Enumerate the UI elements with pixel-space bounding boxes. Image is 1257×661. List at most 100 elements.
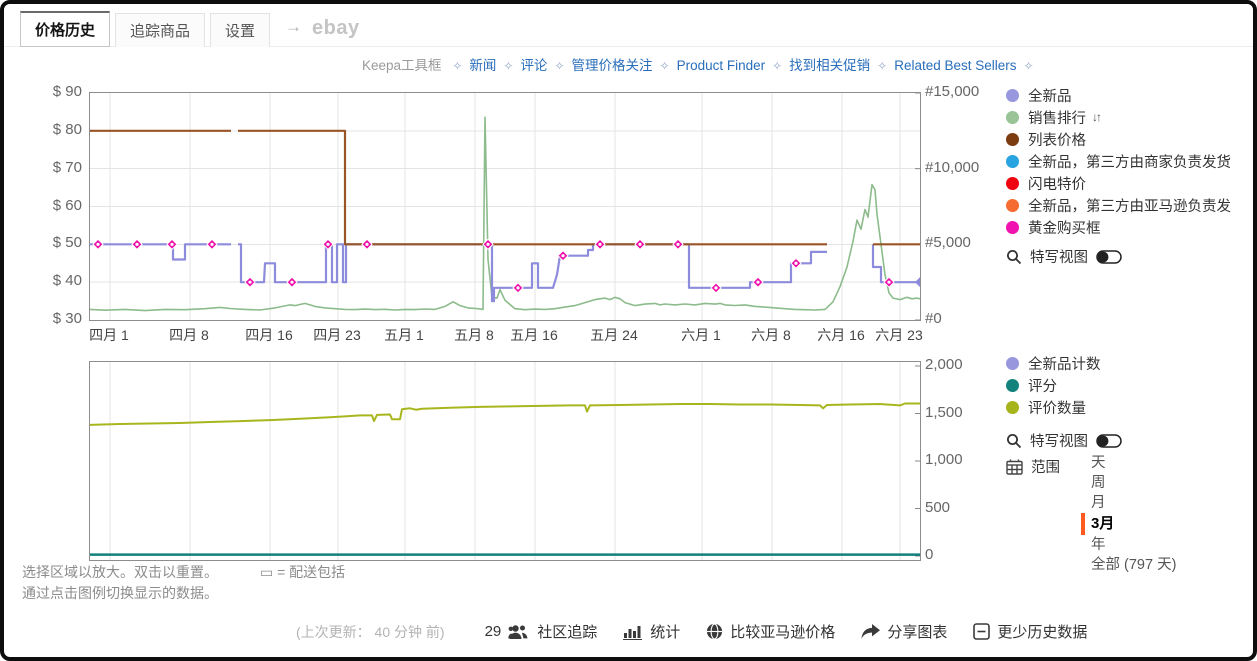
series-销售排行 xyxy=(89,116,921,312)
range-option-3[interactable]: 3月 xyxy=(1081,513,1176,535)
nav-separator-icon: ✧ xyxy=(452,59,463,73)
legend-label: 全新品 xyxy=(1028,88,1072,105)
price-axis-tick: $ 80 xyxy=(52,120,82,138)
compare-amazon-price-button[interactable]: 比较亚马逊价格 xyxy=(706,621,835,642)
count-axis-tick: 1,000 xyxy=(925,451,963,468)
closeup-toggle-rating[interactable]: 特写视图 xyxy=(1006,430,1122,451)
rating-review-plot[interactable] xyxy=(89,362,920,560)
nav-link-2[interactable]: 管理价格关注 xyxy=(571,58,653,73)
tab-price-history[interactable]: 价格历史 xyxy=(20,11,111,47)
bar-chart-icon xyxy=(623,625,643,640)
count-axis-tick: 500 xyxy=(925,498,951,516)
less-history-button[interactable]: 更少历史数据 xyxy=(973,621,1087,642)
legend-dot-icon xyxy=(1006,132,1019,146)
closeup-label: 特写视图 xyxy=(1030,434,1088,450)
hint-zoom-text: 选择区域以放大。双击以重置。 xyxy=(22,564,218,580)
price-legend-item-6[interactable]: 黄金购买框 xyxy=(1006,216,1231,238)
nav-link-3[interactable]: Product Finder xyxy=(676,58,766,73)
date-axis-tick: 五月 1 xyxy=(384,327,424,343)
legend-dot-icon xyxy=(1006,88,1019,102)
price-axis-tick: $ 60 xyxy=(52,196,82,214)
tab-settings[interactable]: 设置 xyxy=(210,13,271,47)
legend-label: 闪电特价 xyxy=(1028,176,1086,193)
range-row: 范围 xyxy=(1006,456,1060,477)
rating-legend-item-1[interactable]: 评分 xyxy=(1006,374,1101,396)
date-axis-tick: 四月 8 xyxy=(169,327,209,343)
date-axis-tick: 四月 1 xyxy=(89,327,129,343)
share-arrow-icon xyxy=(861,623,881,639)
rating-legend: 全新品计数评分评价数量 xyxy=(1006,352,1101,418)
date-axis-tick: 六月 16 xyxy=(817,327,865,343)
price-history-chart[interactable] xyxy=(89,92,925,321)
nav-separator-icon: ✧ xyxy=(877,59,888,73)
nav-link-1[interactable]: 评论 xyxy=(520,58,548,73)
community-tracking-button[interactable]: 29 社区追踪 xyxy=(485,621,598,642)
range-options: 天周月 3月年全部 (797 天) xyxy=(1081,453,1176,575)
tab-bar: 价格历史 追踪商品 设置 → ebay xyxy=(4,4,1253,47)
globe-icon xyxy=(707,623,723,640)
nav-separator-icon: ✧ xyxy=(554,59,565,73)
date-axis-tick: 五月 24 xyxy=(590,327,638,343)
rank-axis-tick: #5,000 xyxy=(925,234,971,252)
rating-legend-item-2[interactable]: 评价数量 xyxy=(1006,396,1101,418)
rank-axis-tick: #15,000 xyxy=(925,83,980,100)
nav-link-0[interactable]: 新闻 xyxy=(469,58,497,73)
last-updated-text: (上次更新： 40 分钟 前) xyxy=(296,623,445,640)
closeup-toggle-price[interactable]: 特写视图 xyxy=(1006,246,1122,267)
count-axis-tick: 0 xyxy=(925,546,934,563)
legend-label: 全新品，第三方由亚马逊负责发 xyxy=(1028,198,1231,215)
price-axis-tick: $ 50 xyxy=(52,234,82,252)
top-nav: Keepa工具框 ✧ 新闻 ✧ 评论 ✧ 管理价格关注 ✧ Product Finder ✧ 找到… xyxy=(362,54,1041,74)
hint-toggle: 通过点击图例切换显示的数据。 xyxy=(22,585,218,601)
date-axis-tick: 六月 23 xyxy=(875,327,923,343)
range-option-5[interactable]: 全部 (797 天) xyxy=(1091,557,1177,573)
range-option-0[interactable]: 天 xyxy=(1091,455,1106,471)
magnifier-icon xyxy=(1007,433,1022,448)
series-列表价格 xyxy=(90,129,920,246)
sort-icon[interactable]: ↓↑ xyxy=(1092,110,1102,124)
date-axis-tick: 四月 16 xyxy=(245,327,293,343)
price-legend-item-4[interactable]: 闪电特价 xyxy=(1006,172,1231,194)
legend-label: 全新品计数 xyxy=(1028,356,1101,373)
price-legend-item-5[interactable]: 全新品，第三方由亚马逊负责发 xyxy=(1006,194,1231,216)
rating-legend-item-0[interactable]: 全新品计数 xyxy=(1006,352,1101,374)
people-icon xyxy=(508,624,528,639)
range-option-2[interactable]: 月 xyxy=(1091,495,1106,511)
range-option-1[interactable]: 周 xyxy=(1091,475,1106,491)
legend-label: 评分 xyxy=(1028,378,1057,395)
price-axis-tick: $ 90 xyxy=(52,83,82,100)
price-legend-item-0[interactable]: 全新品 xyxy=(1006,84,1231,106)
arrow-right-icon: → xyxy=(285,17,303,36)
date-axis-tick: 五月 8 xyxy=(454,327,494,343)
legend-dot-icon xyxy=(1006,198,1019,212)
date-axis-tick: 五月 16 xyxy=(510,327,558,343)
legend-dot-icon xyxy=(1006,356,1019,370)
legend-label: 销售排行 xyxy=(1028,110,1086,127)
range-option-4[interactable]: 年 xyxy=(1091,537,1106,553)
legend-label: 评价数量 xyxy=(1028,400,1086,417)
toggle-switch-icon[interactable] xyxy=(1096,249,1122,264)
ebay-link[interactable]: ebay xyxy=(312,17,360,39)
statistics-button[interactable]: 统计 xyxy=(623,621,680,642)
price-legend-item-3[interactable]: 全新品，第三方由商家负责发货 xyxy=(1006,150,1231,172)
closeup-label: 特写视图 xyxy=(1030,250,1088,266)
tab-track-product[interactable]: 追踪商品 xyxy=(115,13,206,47)
rating-review-chart[interactable] xyxy=(89,361,921,561)
price-axis-tick: $ 40 xyxy=(52,272,82,290)
nav-link-4[interactable]: 找到相关促销 xyxy=(789,58,871,73)
date-axis-tick: 六月 1 xyxy=(681,327,721,343)
nav-separator-icon: ✧ xyxy=(503,59,514,73)
minus-box-icon xyxy=(973,623,991,640)
nav-link-5[interactable]: Related Best Sellers xyxy=(894,58,1017,73)
price-legend-item-2[interactable]: 列表价格 xyxy=(1006,128,1231,150)
statistics-label: 统计 xyxy=(650,624,681,641)
price-history-plot[interactable] xyxy=(89,92,925,321)
share-chart-button[interactable]: 分享图表 xyxy=(861,621,947,642)
legend-label: 列表价格 xyxy=(1028,132,1086,149)
legend-label: 全新品，第三方由商家负责发货 xyxy=(1028,154,1231,171)
price-legend-item-1[interactable]: 销售排行 ↓↑ xyxy=(1006,106,1231,128)
compare-label: 比较亚马逊价格 xyxy=(730,624,836,641)
toggle-switch-icon[interactable] xyxy=(1096,433,1122,448)
nav-separator-icon: ✧ xyxy=(1023,59,1034,73)
